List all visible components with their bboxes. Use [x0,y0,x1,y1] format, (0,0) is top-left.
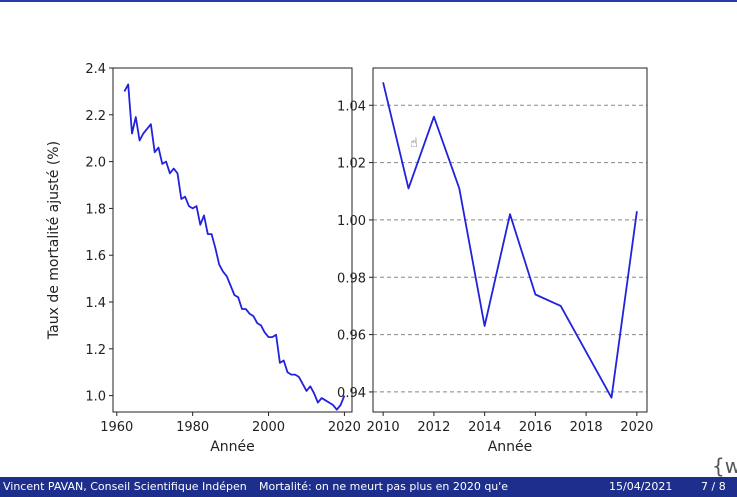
series-line [382,82,638,399]
y-tick-label: 1.2 [85,343,106,358]
y-tick-label: 0.96 [337,329,366,344]
footer-title: Mortalité: on ne meurt pas plus en 2020 … [259,480,509,493]
footer-author: Vincent PAVAN, Conseil Scientifique Indé… [3,480,247,493]
y-tick-label: 0.94 [337,386,366,401]
series-line [123,83,346,411]
y-axis-label: Taux de mortalité ajusté (%) [46,141,62,340]
y-tick-label: 0.98 [337,271,366,286]
slide-canvas: 1960 1980 2000 2020 1.0 1.2 1.4 1.6 1.8 2.0 2.2 2.4… [0,0,737,478]
x-tick-label: 2020 [620,420,653,435]
x-tick-label: 2010 [367,420,400,435]
x-axis-label: Année [488,439,533,455]
plot-frame [372,67,648,413]
y-tick-label: 2.0 [85,156,106,171]
plot-frame [112,67,353,413]
y-tick-label: 1.4 [85,296,106,311]
footer-date: 15/04/2021 [609,480,673,493]
y-tick-label: 2.2 [85,109,106,124]
x-tick-label: 2020 [328,420,361,435]
y-tick-label: 1.00 [337,214,366,229]
hand-cursor-icon: ☝ [410,136,418,151]
footer-page-number: 7 / 8 [701,480,726,493]
figure: 1960 1980 2000 2020 1.0 1.2 1.4 1.6 1.8 2.0 2.2 2.4… [46,62,653,455]
y-tick-label: 1.6 [85,249,106,264]
y-tick-label: 2.4 [85,62,106,77]
y-tick-label: 1.04 [337,99,366,114]
x-tick-label: 2014 [468,420,501,435]
x-tick-label: 2012 [417,420,450,435]
x-tick-label: 2016 [519,420,552,435]
x-tick-label: 2000 [252,420,285,435]
footer-bar: Vincent PAVAN, Conseil Scientifique Indé… [0,477,737,497]
corner-glyph: {w [712,454,737,478]
x-tick-label: 1960 [100,420,133,435]
chart-mortality-ratio: 2010 2012 2014 2016 2018 2020 0.94 0.96 0.98 1.00… [337,67,653,455]
y-tick-label: 1.02 [337,157,366,172]
x-axis-label: Année [210,439,255,455]
y-tick-label: 1.8 [85,202,106,217]
x-tick-label: 1980 [176,420,209,435]
y-tick-label: 1.0 [85,390,106,405]
chart-mortality-rate: 1960 1980 2000 2020 1.0 1.2 1.4 1.6 1.8 2.0 2.2 2.4… [46,62,361,455]
x-tick-label: 2018 [570,420,603,435]
